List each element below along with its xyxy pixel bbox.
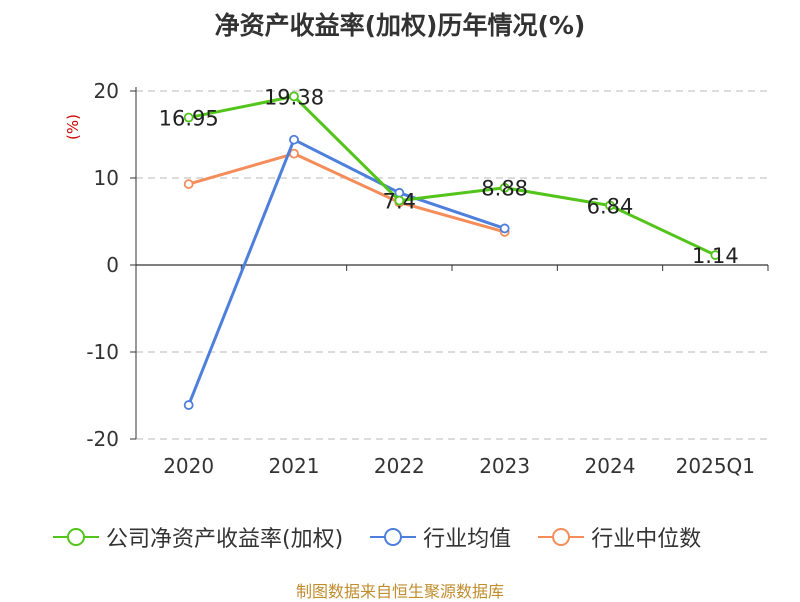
data-point — [289, 134, 299, 145]
x-tick-label: 2020 — [163, 454, 214, 478]
legend: 公司净资产收益率(加权) 行业均值 行业中位数 — [52, 521, 727, 553]
y-tick-label: 0 — [106, 253, 119, 277]
legend-swatch-icon — [370, 528, 417, 546]
x-tick-label: 2022 — [374, 454, 425, 478]
y-tick-label: -20 — [86, 427, 119, 451]
series-line-1 — [187, 138, 506, 406]
data-label: 8.88 — [481, 177, 528, 201]
legend-label: 公司净资产收益率(加权) — [106, 527, 344, 552]
data-point — [394, 195, 405, 206]
legend-item-company-roe[interactable]: 公司净资产收益率(加权) — [52, 521, 343, 553]
data-label: 16.95 — [159, 107, 219, 131]
data-point — [183, 179, 194, 189]
line-chart: 20 10 0 -10 -20 2020 2021 2022 2023 2024 2025Q1 16… — [64, 79, 769, 478]
data-point — [710, 250, 721, 260]
source-note: 制图数据来自恒生聚源数据库 — [295, 582, 504, 601]
data-label: 1.14 — [692, 244, 739, 268]
data-point — [499, 223, 510, 234]
data-point — [605, 200, 615, 211]
data-point — [289, 148, 299, 159]
x-tick-label: 2024 — [585, 454, 636, 478]
legend-swatch-icon — [538, 528, 585, 546]
legend-label: 行业均值 — [423, 527, 512, 552]
data-point — [289, 91, 299, 102]
data-label: 7.4 — [383, 190, 416, 214]
legend-label: 行业中位数 — [591, 527, 702, 552]
data-point — [499, 182, 510, 193]
series-line-0 — [188, 94, 716, 257]
data-label: 19.38 — [264, 85, 324, 109]
grid-lines — [136, 90, 768, 440]
x-tick-label: 2025Q1 — [676, 454, 755, 478]
axes: 20 10 0 -10 -20 2020 2021 2022 2023 2024 2025Q1 — [86, 79, 769, 478]
y-tick-label: -10 — [86, 340, 119, 364]
data-point — [183, 400, 194, 410]
legend-item-industry-median[interactable]: 行业中位数 — [537, 521, 701, 553]
legend-item-industry-mean[interactable]: 行业均值 — [369, 521, 511, 553]
chart-title: 净资产收益率(加权)历年情况(%) — [214, 11, 586, 40]
y-tick-label: 20 — [94, 79, 119, 103]
series-lines — [183, 91, 721, 410]
y-tick-label: 10 — [94, 166, 119, 190]
series-line-2 — [188, 152, 506, 234]
x-tick-label: 2021 — [269, 454, 320, 478]
data-label: 6.84 — [587, 194, 634, 218]
data-labels: 16.95 19.38 7.4 8.88 6.84 1.14 — [159, 85, 739, 268]
data-point — [183, 112, 194, 123]
y-axis-label: (%) — [64, 114, 82, 140]
x-tick-label: 2023 — [479, 454, 530, 478]
legend-swatch-icon — [53, 528, 99, 546]
